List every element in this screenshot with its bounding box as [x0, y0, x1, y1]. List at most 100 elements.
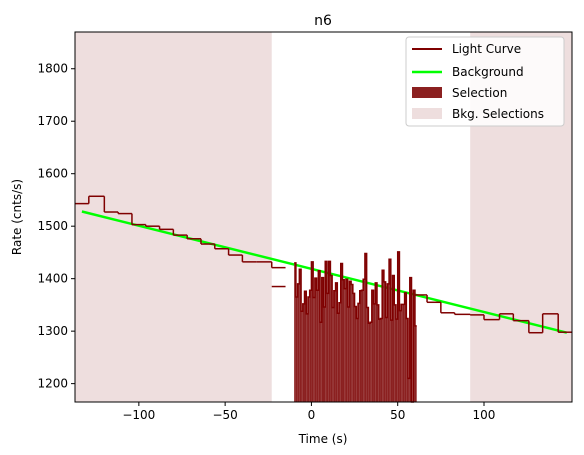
- selection-bar: [349, 281, 352, 402]
- legend-selection-swatch: [412, 87, 442, 98]
- selection-bar: [392, 275, 395, 402]
- selection-bar: [351, 284, 353, 402]
- legend-selection-label: Selection: [452, 86, 507, 100]
- selection-bar: [352, 293, 355, 402]
- x-axis-label: Time (s): [298, 432, 348, 446]
- legend-background-label: Background: [452, 65, 524, 79]
- selection-bar: [408, 378, 410, 402]
- selection-bar: [323, 307, 326, 402]
- y-tick-label: 1600: [37, 167, 68, 181]
- selection-bar: [339, 302, 341, 402]
- selection-bar: [309, 290, 312, 402]
- y-axis-ticks: 1200 1300 1400 1500 1600 1700 1800: [37, 62, 75, 391]
- selection-bar: [385, 317, 388, 402]
- x-axis-ticks: −100 −50 0 50 100: [122, 402, 495, 422]
- selection-bar: [376, 304, 379, 402]
- x-tick-label: 50: [390, 408, 405, 422]
- selection-bar: [375, 282, 377, 402]
- selection-bar: [345, 279, 348, 402]
- y-tick-label: 1700: [37, 114, 68, 128]
- selection-bar: [409, 277, 412, 402]
- selection-bar: [337, 313, 340, 402]
- selection-bar: [307, 297, 310, 402]
- selection-bar: [373, 303, 376, 402]
- selection-bar: [342, 279, 345, 402]
- selection-bar: [318, 270, 321, 402]
- selection-bar: [399, 310, 402, 402]
- selection-bar: [395, 319, 398, 402]
- selection-bar: [347, 307, 350, 402]
- selection-bar: [382, 270, 384, 402]
- selection-bar: [297, 283, 300, 402]
- selection-bar: [325, 261, 327, 402]
- selection-bar: [335, 282, 338, 402]
- x-tick-label: 0: [308, 408, 316, 422]
- legend-bkg-selections-label: Bkg. Selections: [452, 107, 544, 121]
- selection-bar: [330, 275, 333, 402]
- selection-bar: [320, 322, 322, 402]
- selection-bar: [380, 318, 383, 402]
- background-fit-line: [81, 210, 568, 334]
- selection-bar: [332, 307, 334, 402]
- selection-bar: [401, 304, 403, 402]
- selection-bar: [340, 263, 343, 402]
- selection-bar: [361, 290, 364, 402]
- selection-bar: [316, 290, 319, 402]
- selection-bar: [364, 253, 367, 402]
- plot-frame: [74, 31, 573, 403]
- y-tick-label: 1400: [37, 272, 68, 286]
- selection-bar: [414, 325, 417, 402]
- selection-bar: [302, 303, 305, 402]
- x-tick-label: 100: [473, 408, 496, 422]
- selection-bar: [378, 319, 381, 402]
- light-curve-selection-trace: [294, 251, 417, 403]
- selection-bar: [394, 304, 396, 402]
- selection-bar: [328, 261, 331, 402]
- selection-bar: [306, 313, 308, 402]
- selection-bar: [371, 290, 374, 402]
- selection-bar: [406, 318, 409, 402]
- selection-bar: [368, 323, 371, 402]
- y-tick-label: 1300: [37, 324, 68, 338]
- selection-bar: [413, 290, 415, 402]
- y-tick-label: 1200: [37, 377, 68, 391]
- selection-bar: [301, 311, 303, 402]
- x-tick-label: −100: [122, 408, 155, 422]
- legend-light-curve-label: Light Curve: [452, 42, 521, 56]
- selection-bar: [344, 288, 346, 402]
- selection-bar: [294, 262, 296, 402]
- selection-bar: [313, 297, 315, 402]
- selection-bar: [404, 292, 407, 402]
- selection-bar: [359, 290, 362, 402]
- legend: Light Curve Background Selection Bkg. Se…: [405, 36, 565, 127]
- selection-bar: [389, 259, 391, 402]
- selection-bar: [311, 261, 314, 402]
- chart-title: n6: [314, 13, 332, 29]
- selection-bar: [314, 278, 317, 402]
- selection-bar: [321, 277, 324, 402]
- legend-bkg-selections-swatch: [412, 108, 442, 119]
- selection-bar: [299, 269, 302, 402]
- selection-bar: [390, 320, 393, 402]
- selection-bar: [358, 303, 360, 402]
- background-fit-layer: [81, 210, 568, 334]
- selection-bar: [356, 318, 359, 402]
- y-tick-label: 1500: [37, 219, 68, 233]
- y-axis-label: Rate (cnts/s): [10, 179, 24, 255]
- legend-box: [405, 36, 565, 127]
- selection-bar: [366, 307, 369, 402]
- selection-bar: [383, 281, 386, 402]
- selection-bar: [363, 279, 365, 402]
- selection-bar: [397, 251, 400, 402]
- selection-bar: [354, 306, 357, 402]
- selection-bar: [295, 297, 298, 402]
- light-curve-layer: [75, 195, 572, 403]
- selection-bar: [402, 304, 405, 402]
- selection-bar: [304, 291, 307, 402]
- y-tick-label: 1800: [37, 62, 68, 76]
- selection-bar: [326, 293, 329, 402]
- selection-bar: [333, 290, 336, 402]
- selection-bar: [370, 322, 372, 402]
- selection-bar: [387, 283, 390, 402]
